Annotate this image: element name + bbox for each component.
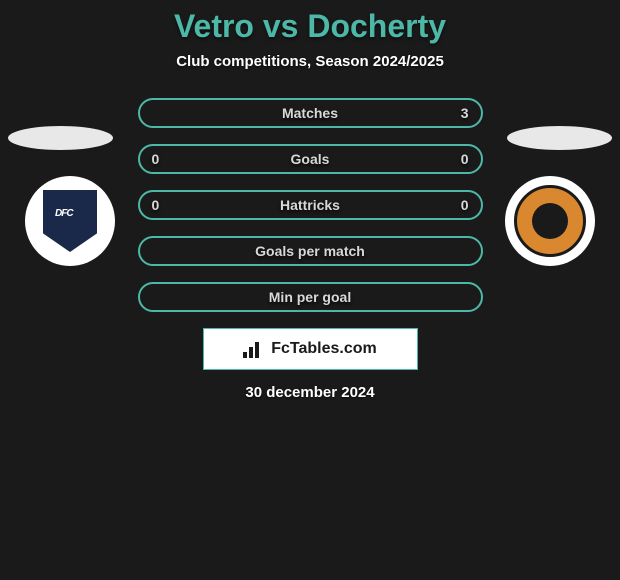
stat-right-value: 3	[461, 105, 469, 121]
stats-table: Matches 3 0 Goals 0 0 Hattricks 0 Goals …	[138, 98, 483, 312]
bar-chart-icon	[243, 340, 265, 358]
stat-label: Hattricks	[280, 197, 340, 213]
date-text: 30 december 2024	[0, 384, 620, 401]
player-left-ellipse	[8, 126, 113, 150]
stat-row-hattricks: 0 Hattricks 0	[138, 190, 483, 220]
brand-box[interactable]: FcTables.com	[203, 328, 418, 370]
club-badge-icon	[514, 185, 586, 257]
player-right-ellipse	[507, 126, 612, 150]
stat-right-value: 0	[461, 151, 469, 167]
stat-label: Matches	[282, 105, 338, 121]
stat-row-goals-per-match: Goals per match	[138, 236, 483, 266]
stat-row-min-per-goal: Min per goal	[138, 282, 483, 312]
stat-label: Goals per match	[255, 243, 365, 259]
stat-row-matches: Matches 3	[138, 98, 483, 128]
page-title: Vetro vs Docherty	[0, 8, 620, 45]
subtitle: Club competitions, Season 2024/2025	[0, 53, 620, 70]
stat-label: Min per goal	[269, 289, 351, 305]
stat-label: Goals	[291, 151, 330, 167]
club-crest-right	[505, 176, 595, 266]
stat-left-value: 0	[152, 151, 160, 167]
stat-right-value: 0	[461, 197, 469, 213]
brand-text: FcTables.com	[271, 340, 377, 358]
shield-icon	[43, 190, 97, 252]
club-crest-left	[25, 176, 115, 266]
stat-left-value: 0	[152, 197, 160, 213]
stat-row-goals: 0 Goals 0	[138, 144, 483, 174]
